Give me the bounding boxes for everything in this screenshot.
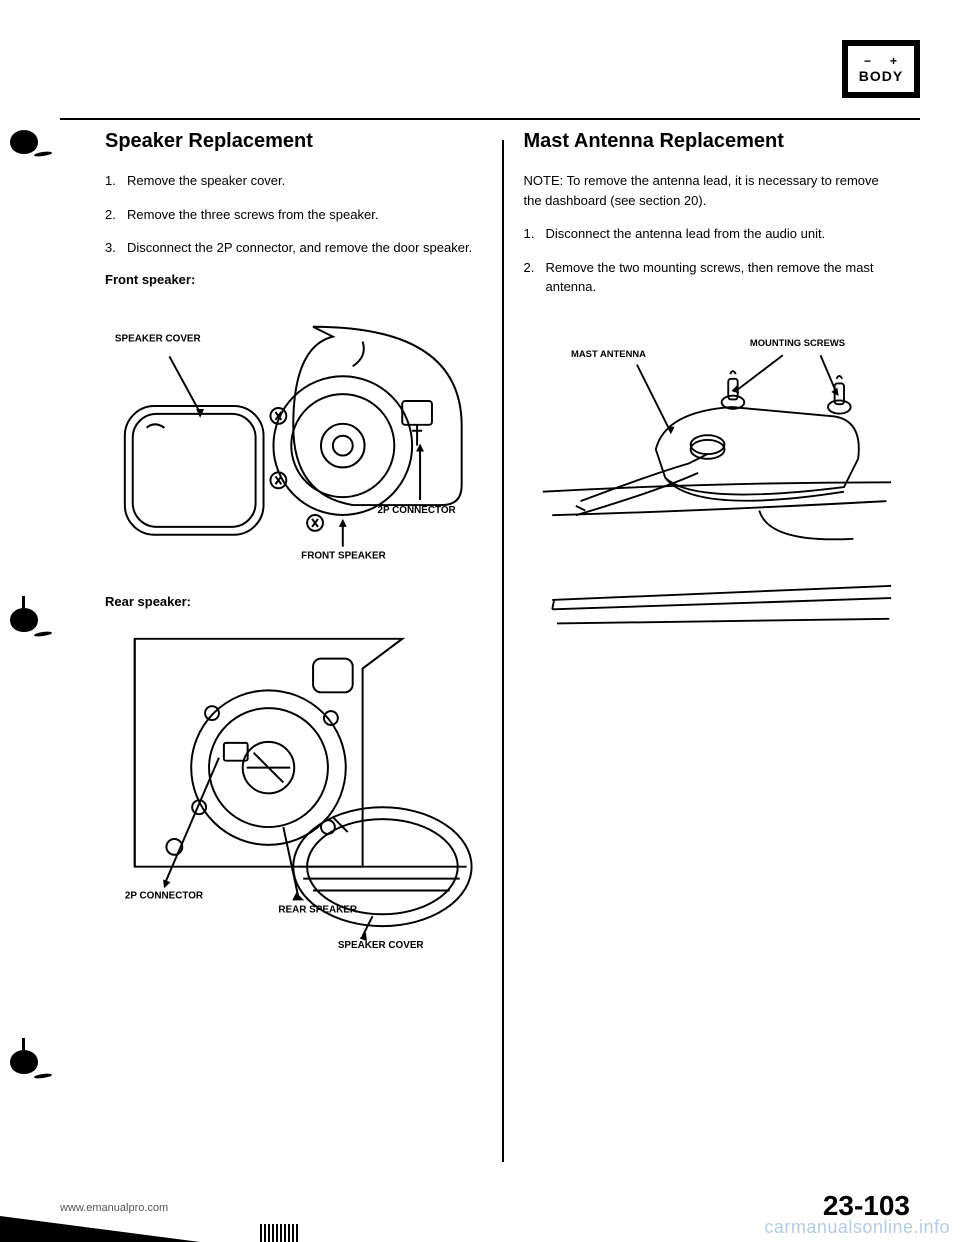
label-2p-connector: 2P CONNECTOR xyxy=(377,504,455,515)
label-rear-speaker: REAR SPEAKER xyxy=(278,904,357,915)
label-2p-connector: 2P CONNECTOR xyxy=(125,890,203,901)
step-text: Remove the two mounting screws, then rem… xyxy=(546,258,901,297)
step-text: Remove the three screws from the speaker… xyxy=(127,205,378,225)
label-mounting-screws: MOUNTING SCREWS xyxy=(749,336,844,347)
note-text: NOTE: To remove the antenna lead, it is … xyxy=(524,171,901,210)
mast-antenna-figure: MAST ANTENNA MOUNTING SCREWS xyxy=(524,327,901,647)
step-number: 3. xyxy=(105,238,127,258)
step-number: 2. xyxy=(524,258,546,297)
watermark: carmanualsonline.info xyxy=(764,1217,950,1238)
step-text: Disconnect the 2P connector, and remove … xyxy=(127,238,472,258)
page-corner xyxy=(0,1216,200,1242)
step-item: 2.Remove the two mounting screws, then r… xyxy=(524,258,901,297)
margin-bullet-tail xyxy=(34,151,52,157)
left-column: Speaker Replacement 1.Remove the speaker… xyxy=(95,130,492,1162)
content-columns: Speaker Replacement 1.Remove the speaker… xyxy=(95,130,910,1162)
badge-label: BODY xyxy=(859,68,903,84)
front-speaker-figure: SPEAKER COVER 2P CONNECTOR FRONT SPEAKER xyxy=(105,297,482,565)
right-column: Mast Antenna Replacement NOTE: To remove… xyxy=(514,130,911,1162)
badge-minus: − xyxy=(864,54,872,68)
margin-bullet-icon xyxy=(10,608,38,632)
front-speaker-heading: Front speaker: xyxy=(105,272,482,287)
step-text: Disconnect the antenna lead from the aud… xyxy=(546,224,826,244)
section-title-right: Mast Antenna Replacement xyxy=(524,130,901,153)
left-steps: 1.Remove the speaker cover. 2.Remove the… xyxy=(105,171,482,258)
label-speaker-cover: SPEAKER COVER xyxy=(115,333,201,344)
step-number: 1. xyxy=(105,171,127,191)
margin-bullet-icon xyxy=(10,1050,38,1074)
step-item: 1.Remove the speaker cover. xyxy=(105,171,482,191)
margin-bullet-tail xyxy=(34,1073,52,1079)
column-divider xyxy=(502,140,504,1162)
horizontal-rule xyxy=(60,118,920,120)
manual-page: − + BODY Speaker Replacement 1.Remove th… xyxy=(0,0,960,1242)
step-item: 1.Disconnect the antenna lead from the a… xyxy=(524,224,901,244)
label-mast-antenna: MAST ANTENNA xyxy=(571,348,646,359)
rear-speaker-figure: 2P CONNECTOR REAR SPEAKER SPEAKER COVER xyxy=(105,619,482,956)
section-title-left: Speaker Replacement xyxy=(105,130,482,153)
step-item: 2.Remove the three screws from the speak… xyxy=(105,205,482,225)
step-item: 3.Disconnect the 2P connector, and remov… xyxy=(105,238,482,258)
margin-bullet-tail xyxy=(34,631,52,637)
footer-url: www.emanualpro.com xyxy=(60,1202,168,1214)
body-badge: − + BODY xyxy=(842,40,920,98)
rear-speaker-heading: Rear speaker: xyxy=(105,594,482,609)
label-front-speaker: FRONT SPEAKER xyxy=(301,550,386,561)
step-number: 1. xyxy=(524,224,546,244)
right-steps: 1.Disconnect the antenna lead from the a… xyxy=(524,224,901,297)
badge-plus: + xyxy=(890,54,898,68)
label-speaker-cover: SPEAKER COVER xyxy=(338,940,424,951)
margin-bullet-icon xyxy=(10,130,38,154)
step-number: 2. xyxy=(105,205,127,225)
page-hash-mark xyxy=(260,1224,300,1242)
step-text: Remove the speaker cover. xyxy=(127,171,285,191)
